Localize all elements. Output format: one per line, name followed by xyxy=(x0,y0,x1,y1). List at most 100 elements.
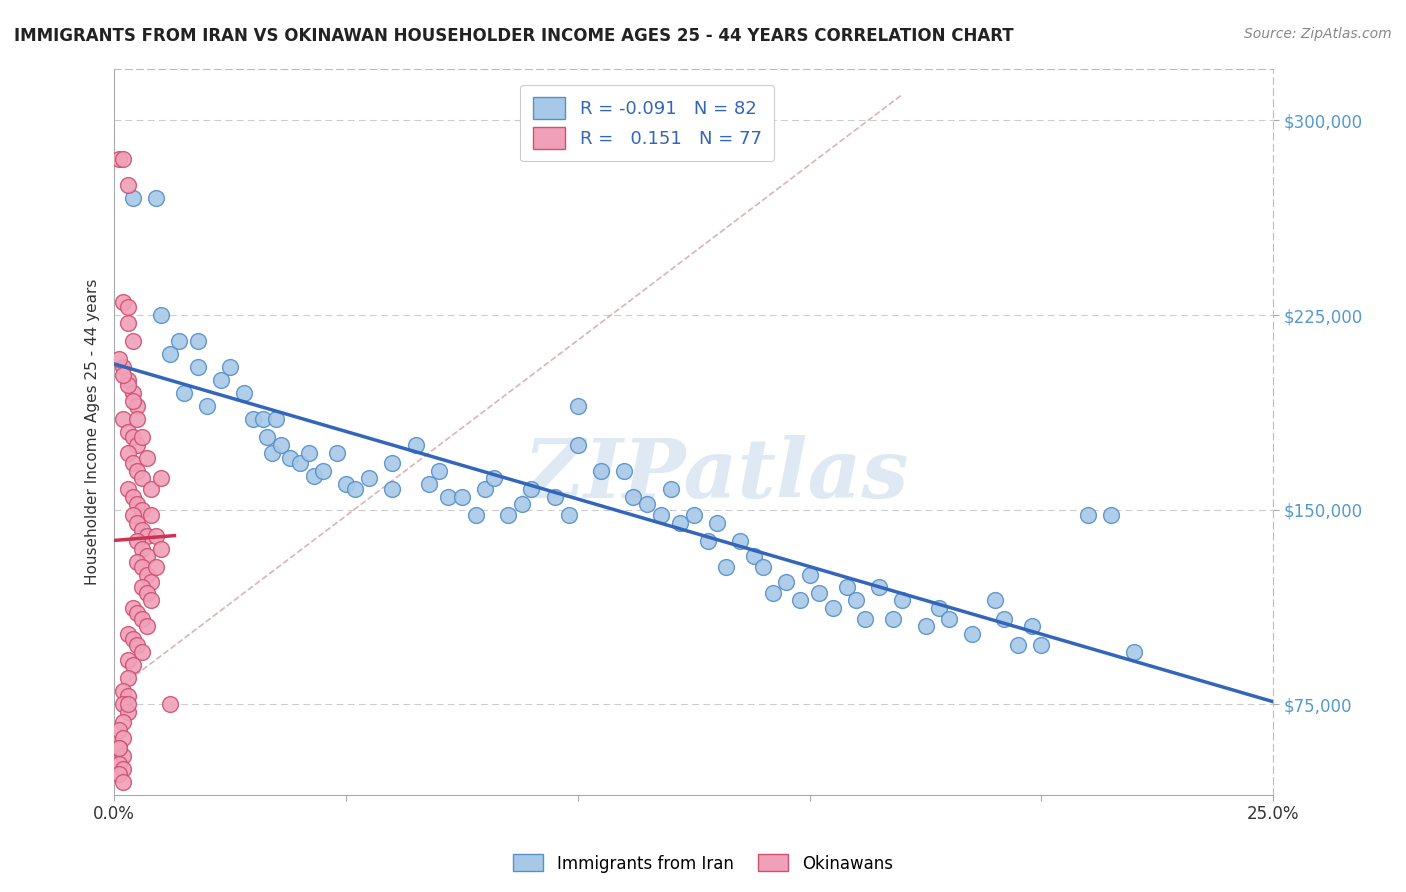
Point xyxy=(882,612,904,626)
Point xyxy=(127,464,149,478)
Point xyxy=(252,412,274,426)
Point xyxy=(835,581,858,595)
Point xyxy=(993,612,1015,626)
Point xyxy=(131,612,153,626)
Point xyxy=(149,541,172,556)
Point xyxy=(344,482,367,496)
Point xyxy=(799,567,821,582)
Point xyxy=(149,308,172,322)
Point xyxy=(117,316,139,330)
Point xyxy=(381,482,404,496)
Point xyxy=(108,767,131,781)
Point xyxy=(260,445,283,459)
Point xyxy=(659,482,682,496)
Point xyxy=(127,412,149,426)
Point xyxy=(510,498,533,512)
Point xyxy=(706,516,728,530)
Point xyxy=(112,762,135,776)
Point xyxy=(145,191,167,205)
Point xyxy=(960,627,983,641)
Point xyxy=(131,581,153,595)
Point xyxy=(1007,638,1029,652)
Point xyxy=(108,741,131,756)
Point xyxy=(112,412,135,426)
Point xyxy=(636,498,658,512)
Point xyxy=(266,412,288,426)
Text: Source: ZipAtlas.com: Source: ZipAtlas.com xyxy=(1244,27,1392,41)
Point xyxy=(914,619,936,633)
Point xyxy=(853,612,876,626)
Point xyxy=(121,191,143,205)
Point xyxy=(117,698,139,712)
Y-axis label: Householder Income Ages 25 - 44 years: Householder Income Ages 25 - 44 years xyxy=(86,278,100,585)
Point xyxy=(131,430,153,444)
Point xyxy=(121,508,143,522)
Point xyxy=(682,508,704,522)
Point xyxy=(127,438,149,452)
Point xyxy=(121,393,143,408)
Point xyxy=(1031,638,1053,652)
Point xyxy=(623,490,645,504)
Point xyxy=(807,585,830,599)
Point xyxy=(1123,645,1146,659)
Point xyxy=(233,385,256,400)
Point xyxy=(335,476,357,491)
Point xyxy=(112,775,135,789)
Point xyxy=(131,645,153,659)
Point xyxy=(112,359,135,374)
Point xyxy=(868,581,890,595)
Point xyxy=(121,430,143,444)
Point xyxy=(112,684,135,698)
Point xyxy=(256,430,278,444)
Point xyxy=(187,359,209,374)
Point xyxy=(112,368,135,382)
Point xyxy=(668,516,690,530)
Point xyxy=(117,653,139,667)
Point xyxy=(496,508,519,522)
Point xyxy=(141,593,163,607)
Point xyxy=(775,575,797,590)
Point xyxy=(464,508,486,522)
Point xyxy=(427,464,450,478)
Point xyxy=(127,498,149,512)
Point xyxy=(121,334,143,348)
Point xyxy=(845,593,868,607)
Point xyxy=(135,549,157,564)
Point xyxy=(891,593,914,607)
Point xyxy=(121,490,143,504)
Point xyxy=(325,445,347,459)
Point xyxy=(108,741,131,756)
Point xyxy=(121,456,143,470)
Point xyxy=(131,502,153,516)
Point xyxy=(984,593,1007,607)
Point xyxy=(302,469,325,483)
Point xyxy=(131,524,153,538)
Point xyxy=(613,464,636,478)
Point xyxy=(108,723,131,738)
Point xyxy=(789,593,811,607)
Point xyxy=(742,549,765,564)
Point xyxy=(219,359,242,374)
Point xyxy=(451,490,474,504)
Point xyxy=(117,425,139,439)
Point xyxy=(567,399,589,413)
Point xyxy=(141,482,163,496)
Point xyxy=(135,619,157,633)
Point xyxy=(121,385,143,400)
Point xyxy=(108,352,131,367)
Point xyxy=(131,471,153,485)
Point xyxy=(145,559,167,574)
Point xyxy=(127,607,149,621)
Text: IMMIGRANTS FROM IRAN VS OKINAWAN HOUSEHOLDER INCOME AGES 25 - 44 YEARS CORRELATI: IMMIGRANTS FROM IRAN VS OKINAWAN HOUSEHO… xyxy=(14,27,1014,45)
Point xyxy=(131,559,153,574)
Point xyxy=(1077,508,1099,522)
Point xyxy=(167,334,190,348)
Point xyxy=(112,749,135,764)
Point xyxy=(127,638,149,652)
Point xyxy=(650,508,672,522)
Point xyxy=(1021,619,1043,633)
Point xyxy=(437,490,460,504)
Point xyxy=(312,464,335,478)
Point xyxy=(141,575,163,590)
Point xyxy=(288,456,311,470)
